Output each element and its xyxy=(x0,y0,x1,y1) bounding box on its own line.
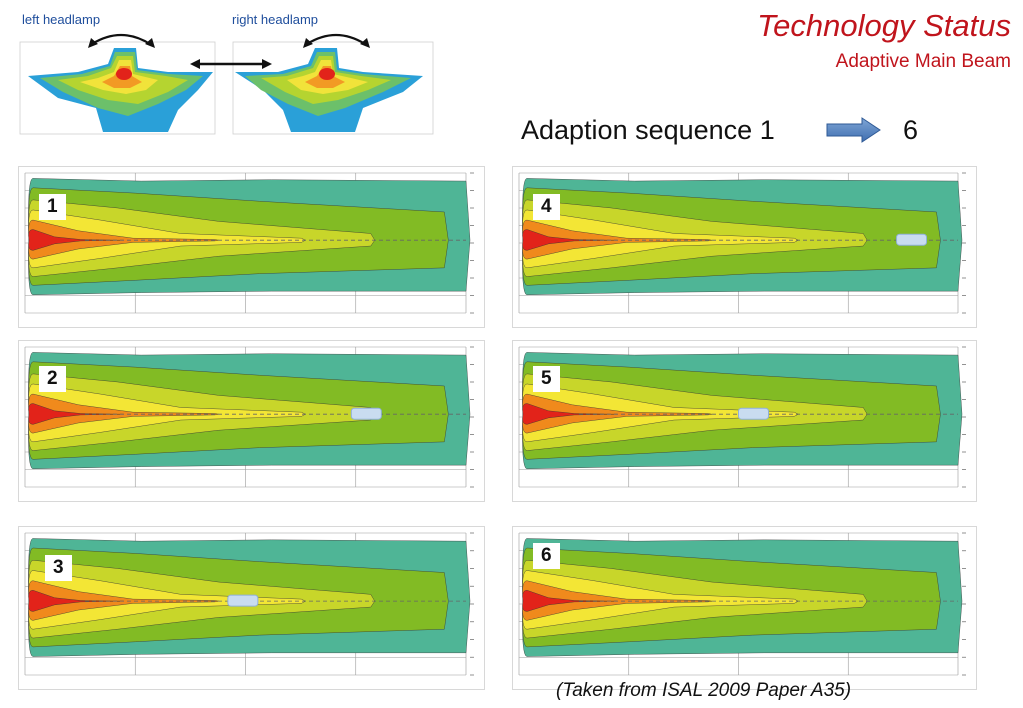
left-swivel-arrow-icon xyxy=(91,34,151,45)
vehicle-marker-icon xyxy=(350,407,382,420)
beam-zone xyxy=(522,403,618,425)
vehicle-marker-icon xyxy=(738,407,769,420)
beam-plot xyxy=(518,346,966,488)
source-credit: (Taken from ISAL 2009 Paper A35) xyxy=(556,680,852,701)
right-headlamp-label: right headlamp xyxy=(232,12,318,27)
left-headlamp-label: left headlamp xyxy=(22,12,101,27)
beam-plot xyxy=(24,346,474,488)
sequence-label: Adaption sequence 1 xyxy=(521,115,775,145)
panel-label: 3 xyxy=(45,555,72,581)
sequence-arrow-icon xyxy=(826,117,881,143)
slide-subtitle: Adaptive Main Beam xyxy=(835,51,1011,72)
beam-plot xyxy=(518,532,966,676)
beam-zone xyxy=(522,590,618,612)
headlamp-beam-graphic xyxy=(18,28,438,138)
beam-panel-5: 5 xyxy=(512,340,977,502)
beam-panel-4: 4 xyxy=(512,166,977,328)
beam-panel-1: 1 xyxy=(18,166,485,328)
beam-plot xyxy=(24,172,474,314)
panel-label: 6 xyxy=(533,543,560,569)
right-swivel-arrow-icon xyxy=(306,34,366,45)
beam-zone xyxy=(522,229,618,251)
beam-panel-6: 6 xyxy=(512,526,977,690)
left-headlamp-pattern xyxy=(19,41,216,135)
double-arrow-icon xyxy=(190,59,272,69)
panel-label: 5 xyxy=(533,366,560,392)
beam-panel-3: 3 xyxy=(18,526,485,690)
beam-zone xyxy=(28,590,124,612)
slide-title: Technology Status xyxy=(757,8,1011,43)
beam-plot xyxy=(518,172,966,314)
beam-zone xyxy=(28,403,124,425)
beam-plot xyxy=(24,532,474,676)
panel-label: 1 xyxy=(39,194,66,220)
panel-label: 2 xyxy=(39,366,66,392)
beam-zone xyxy=(28,229,124,251)
vehicle-marker-icon xyxy=(896,233,928,246)
vehicle-marker-icon xyxy=(227,594,259,607)
sequence-end-label: 6 xyxy=(903,115,919,145)
right-headlamp-pattern xyxy=(232,41,434,135)
panel-label: 4 xyxy=(533,194,560,220)
beam-panel-2: 2 xyxy=(18,340,485,502)
